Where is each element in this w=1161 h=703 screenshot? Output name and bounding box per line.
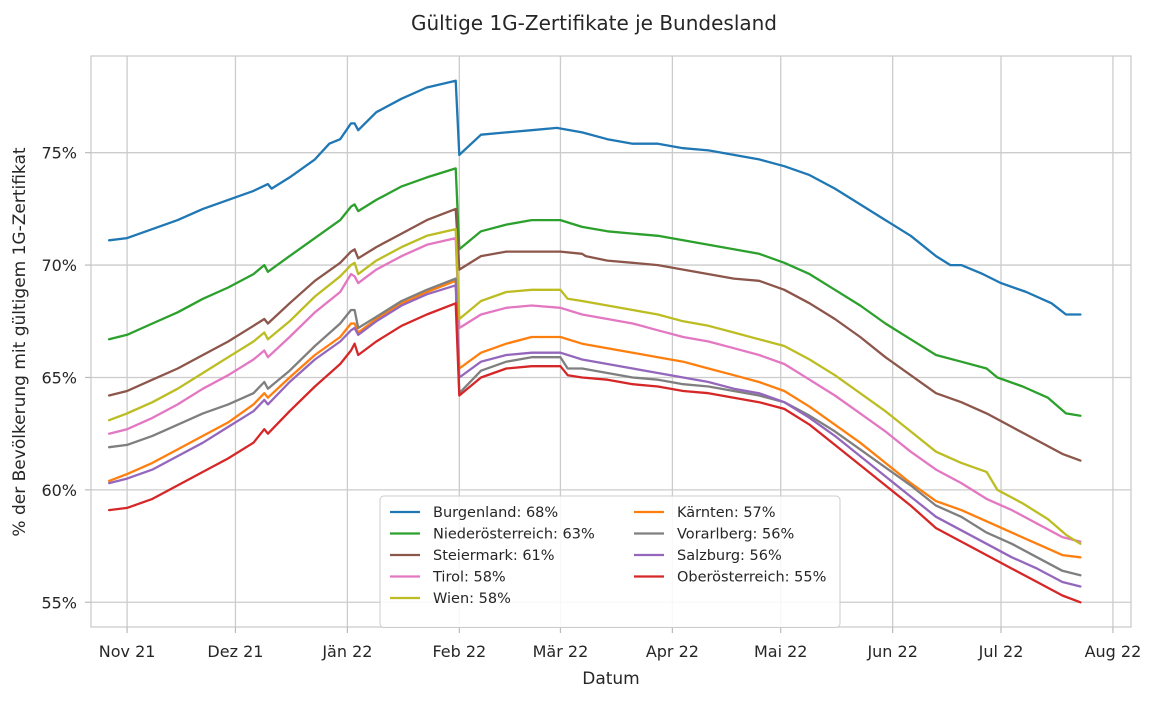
series-line	[107, 207, 1082, 462]
series-line	[107, 236, 1082, 543]
series-line	[107, 284, 1082, 588]
y-tick-label: 60%	[41, 481, 77, 500]
y-tick-label: 75%	[41, 144, 77, 163]
x-tick-label: Dez 21	[207, 642, 263, 661]
series-lines	[107, 79, 1082, 604]
y-tick-label: 70%	[41, 256, 77, 275]
x-tick-label: Apr 22	[646, 642, 699, 661]
legend-label: Oberösterreich: 55%	[677, 570, 826, 586]
x-tick-label: Nov 21	[99, 642, 156, 661]
series-line	[107, 227, 1082, 545]
chart-title: Gültige 1G-Zertifikate je Bundesland	[411, 11, 777, 35]
series-line	[107, 167, 1082, 417]
legend-label: Burgenland: 68%	[433, 505, 558, 521]
legend-label: Niederösterreich: 63%	[433, 527, 595, 543]
series-line	[107, 79, 1082, 316]
series-line	[107, 279, 1082, 559]
y-tick-label: 55%	[41, 593, 77, 612]
legend-label: Salzburg: 56%	[677, 548, 782, 564]
x-tick-label: Jun 22	[866, 642, 917, 661]
x-tick-label: Jul 22	[978, 642, 1024, 661]
x-tick-label: Mai 22	[754, 642, 808, 661]
x-axis-ticks: Nov 21 Dez 21 Jän 22 Feb 22 Mär 22 Apr 22 Mai …	[99, 627, 1142, 661]
legend-label: Kärnten: 57%	[677, 505, 776, 521]
legend-label: Steiermark: 61%	[433, 548, 555, 564]
x-tick-label: Jän 22	[321, 642, 372, 661]
legend: Burgenland: 68% Niederösterreich: 63% Stei…	[379, 495, 841, 628]
series-line	[107, 302, 1082, 604]
series-line	[107, 277, 1082, 577]
x-tick-label: Feb 22	[432, 642, 486, 661]
x-tick-label: Mär 22	[533, 642, 589, 661]
legend-label: Vorarlberg: 56%	[677, 527, 794, 543]
x-axis-label: Datum	[582, 669, 640, 689]
y-axis-ticks: 55% 60% 65% 70% 75%	[41, 144, 91, 612]
y-tick-label: 65%	[41, 368, 77, 387]
legend-label: Tirol: 58%	[432, 570, 506, 586]
legend-box	[379, 495, 841, 628]
legend-label: Wien: 58%	[433, 591, 511, 607]
x-tick-label: Aug 22	[1085, 642, 1142, 661]
y-axis-label: % der Bevölkerung mit gültigem 1G-Zertif…	[10, 147, 30, 536]
